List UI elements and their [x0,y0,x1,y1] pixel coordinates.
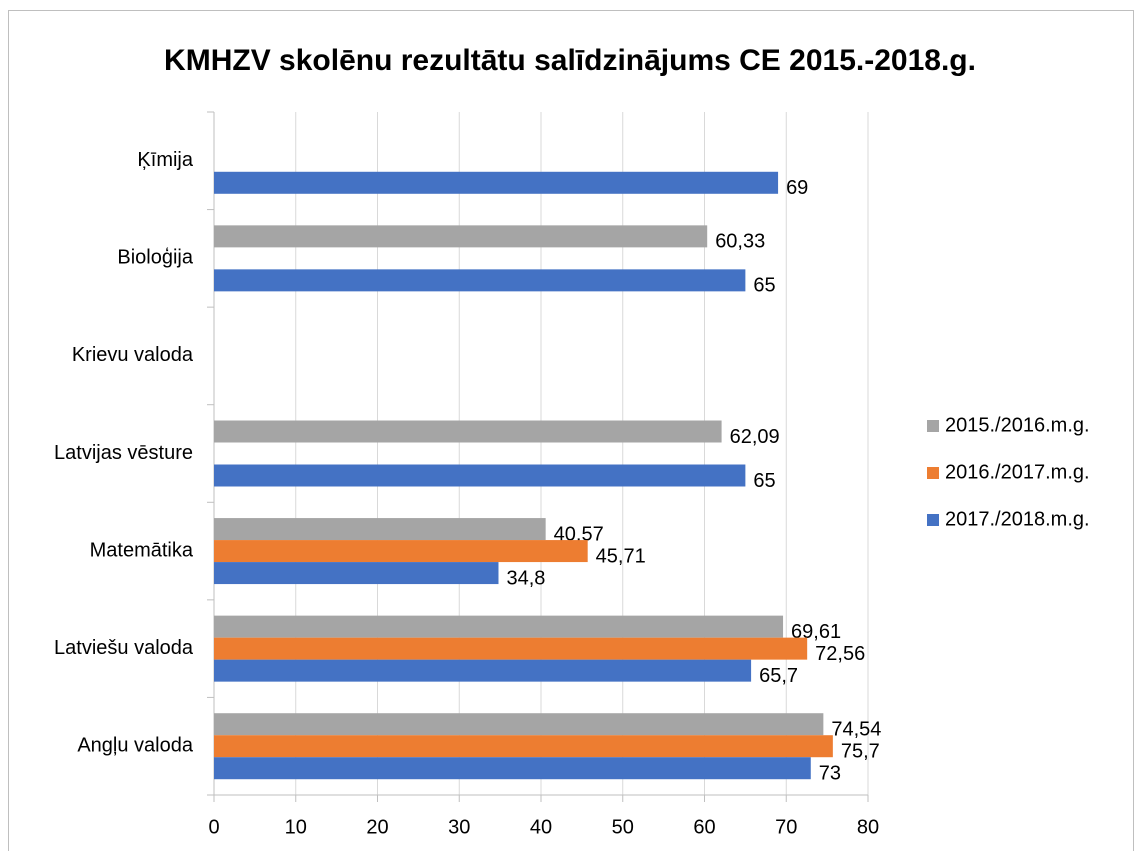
bar [214,171,779,194]
y-tick-label: Angļu valoda [77,734,194,756]
y-tick-label: Latvijas vēsture [54,442,193,464]
bar [214,269,746,292]
bar [214,637,808,660]
y-tick-label: Ķīmija [137,149,193,171]
x-tick-label: 40 [530,816,552,838]
legend-label: 2017./2018.m.g. [945,508,1090,530]
data-label: 69,61 [791,621,841,643]
data-label: 65,7 [759,665,798,687]
x-tick-label: 60 [693,816,715,838]
data-label: 40,57 [554,523,604,545]
bar [214,615,784,638]
legend-label: 2015./2016.m.g. [945,414,1090,436]
data-label: 65 [753,470,775,492]
bar [214,562,499,585]
bar [214,735,833,758]
data-label: 75,7 [841,740,880,762]
data-label: 72,56 [815,643,865,665]
legend-swatch [927,420,939,432]
x-tick-label: 20 [366,816,388,838]
y-tick-label: Bioloģija [117,247,193,269]
bar [214,518,546,541]
x-tick-label: 10 [285,816,307,838]
x-tick-label: 50 [612,816,634,838]
data-label: 65 [753,275,775,297]
data-label: 45,71 [596,545,646,567]
data-label: 62,09 [730,426,780,448]
data-label: 73 [819,762,841,784]
bar [214,420,722,443]
x-tick-label: 70 [775,816,797,838]
legend-swatch [927,514,939,526]
chart-title: KMHZV skolēnu rezultātu salīdzinājums CE… [164,44,976,77]
data-label: 69 [786,177,808,199]
bar [214,464,746,487]
x-tick-label: 30 [448,816,470,838]
y-tick-label: Krievu valoda [72,344,194,366]
bar [214,540,588,563]
y-tick-label: Latviešu valoda [54,637,194,659]
y-tick-label: Matemātika [90,539,194,561]
x-tick-label: 80 [857,816,879,838]
data-label: 34,8 [506,567,545,589]
x-tick-label: 0 [208,816,219,838]
data-label: 74,54 [831,718,881,740]
legend-swatch [927,467,939,479]
bar [214,713,824,736]
legend-label: 2016./2017.m.g. [945,461,1090,483]
bar [214,757,811,780]
data-label: 60,33 [715,231,765,253]
bar [214,225,708,248]
bar [214,659,752,682]
